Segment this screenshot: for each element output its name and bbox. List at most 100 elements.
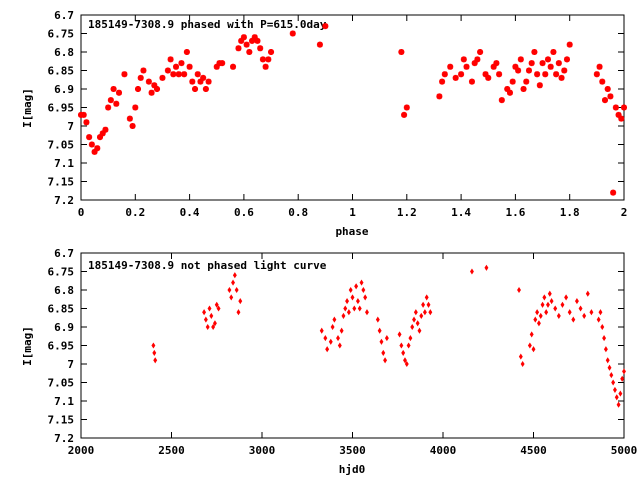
data-point xyxy=(600,323,605,331)
data-point xyxy=(458,71,465,78)
x-tick-label: 0.8 xyxy=(288,206,308,219)
data-point xyxy=(319,327,324,334)
data-point xyxy=(330,323,335,331)
data-point xyxy=(352,305,357,312)
data-point xyxy=(232,272,237,279)
data-point xyxy=(181,71,188,78)
phased-light-curve-panel: 185149-7308.9 phased with P=615.0day pha… xyxy=(21,9,627,238)
data-points-unphased xyxy=(151,264,626,408)
data-point xyxy=(558,74,565,81)
x-tick-label: 2 xyxy=(621,206,628,219)
data-point xyxy=(137,74,144,81)
y-tick-label: 6.95 xyxy=(48,340,75,353)
data-point xyxy=(361,286,366,294)
data-point xyxy=(561,67,568,74)
data-point xyxy=(604,86,611,92)
data-point xyxy=(110,86,117,92)
data-point xyxy=(192,86,199,92)
data-point xyxy=(94,145,101,152)
data-point xyxy=(474,56,481,63)
data-point xyxy=(471,60,478,67)
data-point xyxy=(452,74,459,81)
data-point xyxy=(383,357,388,364)
data-point xyxy=(152,349,157,356)
data-point xyxy=(175,71,182,78)
data-point xyxy=(553,305,558,312)
y-tick-label: 6.7 xyxy=(54,9,74,22)
data-point xyxy=(322,23,329,30)
data-point xyxy=(345,298,350,305)
data-point xyxy=(325,346,330,353)
data-point xyxy=(183,49,190,55)
data-point xyxy=(236,309,241,316)
data-point xyxy=(170,71,177,78)
data-point xyxy=(249,37,256,44)
data-point xyxy=(550,49,557,55)
data-point xyxy=(336,335,340,342)
data-point xyxy=(610,189,617,196)
chart-title-phased: 185149-7308.9 phased with P=615.0day xyxy=(88,18,327,31)
data-point xyxy=(214,301,219,308)
y-axis-label-phased: I[mag] xyxy=(21,88,34,128)
data-point xyxy=(135,86,142,92)
data-point xyxy=(323,335,328,342)
y-tick-label: 7.1 xyxy=(54,157,74,170)
data-point xyxy=(527,342,532,349)
data-point xyxy=(531,49,538,55)
data-point xyxy=(596,63,603,70)
data-point xyxy=(341,312,346,319)
data-points-phased xyxy=(78,23,627,196)
data-point xyxy=(234,286,239,294)
data-point xyxy=(468,78,475,85)
data-point xyxy=(589,309,594,316)
data-point xyxy=(379,338,384,345)
data-point xyxy=(477,49,484,55)
data-point xyxy=(164,67,171,74)
data-point xyxy=(129,123,136,129)
data-point xyxy=(424,294,429,301)
x-tick-label: 4000 xyxy=(430,444,457,457)
data-point xyxy=(517,286,521,294)
data-point xyxy=(235,45,242,52)
data-point xyxy=(616,401,621,408)
data-point xyxy=(563,56,570,63)
data-point xyxy=(357,305,362,312)
data-point xyxy=(375,316,380,323)
data-point xyxy=(102,126,109,133)
data-point xyxy=(485,74,492,81)
y-tick-label: 7.2 xyxy=(54,432,74,445)
data-point xyxy=(528,60,535,67)
y-tick-label: 6.9 xyxy=(54,321,74,334)
axis-ticks-unphased: 2000 2500 3000 3500 4000 4500 5000 6.7 6.75 6.8 6.… xyxy=(48,247,638,457)
y-tick-label: 7.15 xyxy=(48,176,75,189)
data-point xyxy=(547,290,552,297)
data-point xyxy=(211,323,216,331)
data-point xyxy=(540,301,545,308)
data-point xyxy=(484,264,489,271)
x-tick-label: 4500 xyxy=(520,444,547,457)
data-point xyxy=(601,97,608,104)
data-point xyxy=(403,104,410,111)
y-tick-label: 6.95 xyxy=(48,102,75,115)
data-point xyxy=(219,60,226,67)
x-tick-label: 5000 xyxy=(611,444,638,457)
data-point xyxy=(203,316,208,323)
data-point xyxy=(517,56,524,63)
data-point xyxy=(227,286,232,294)
data-point xyxy=(428,309,433,316)
data-point xyxy=(83,119,90,126)
data-point xyxy=(406,342,411,349)
data-point xyxy=(91,148,98,155)
data-point xyxy=(401,349,406,356)
data-point xyxy=(571,316,576,323)
data-point xyxy=(512,63,519,70)
data-point xyxy=(498,97,505,104)
data-point xyxy=(593,71,600,78)
axis-ticks-phased: 0 0.2 0.4 0.6 0.8 1 1.2 1.4 1.6 1.8 2 6.7 6.75 6.8 6.8… xyxy=(48,9,628,219)
y-tick-label: 7.05 xyxy=(48,139,75,152)
data-point xyxy=(151,82,158,89)
data-point xyxy=(598,309,603,316)
data-point xyxy=(207,305,212,312)
x-tick-label: 1.8 xyxy=(560,206,580,219)
data-point xyxy=(332,316,337,323)
